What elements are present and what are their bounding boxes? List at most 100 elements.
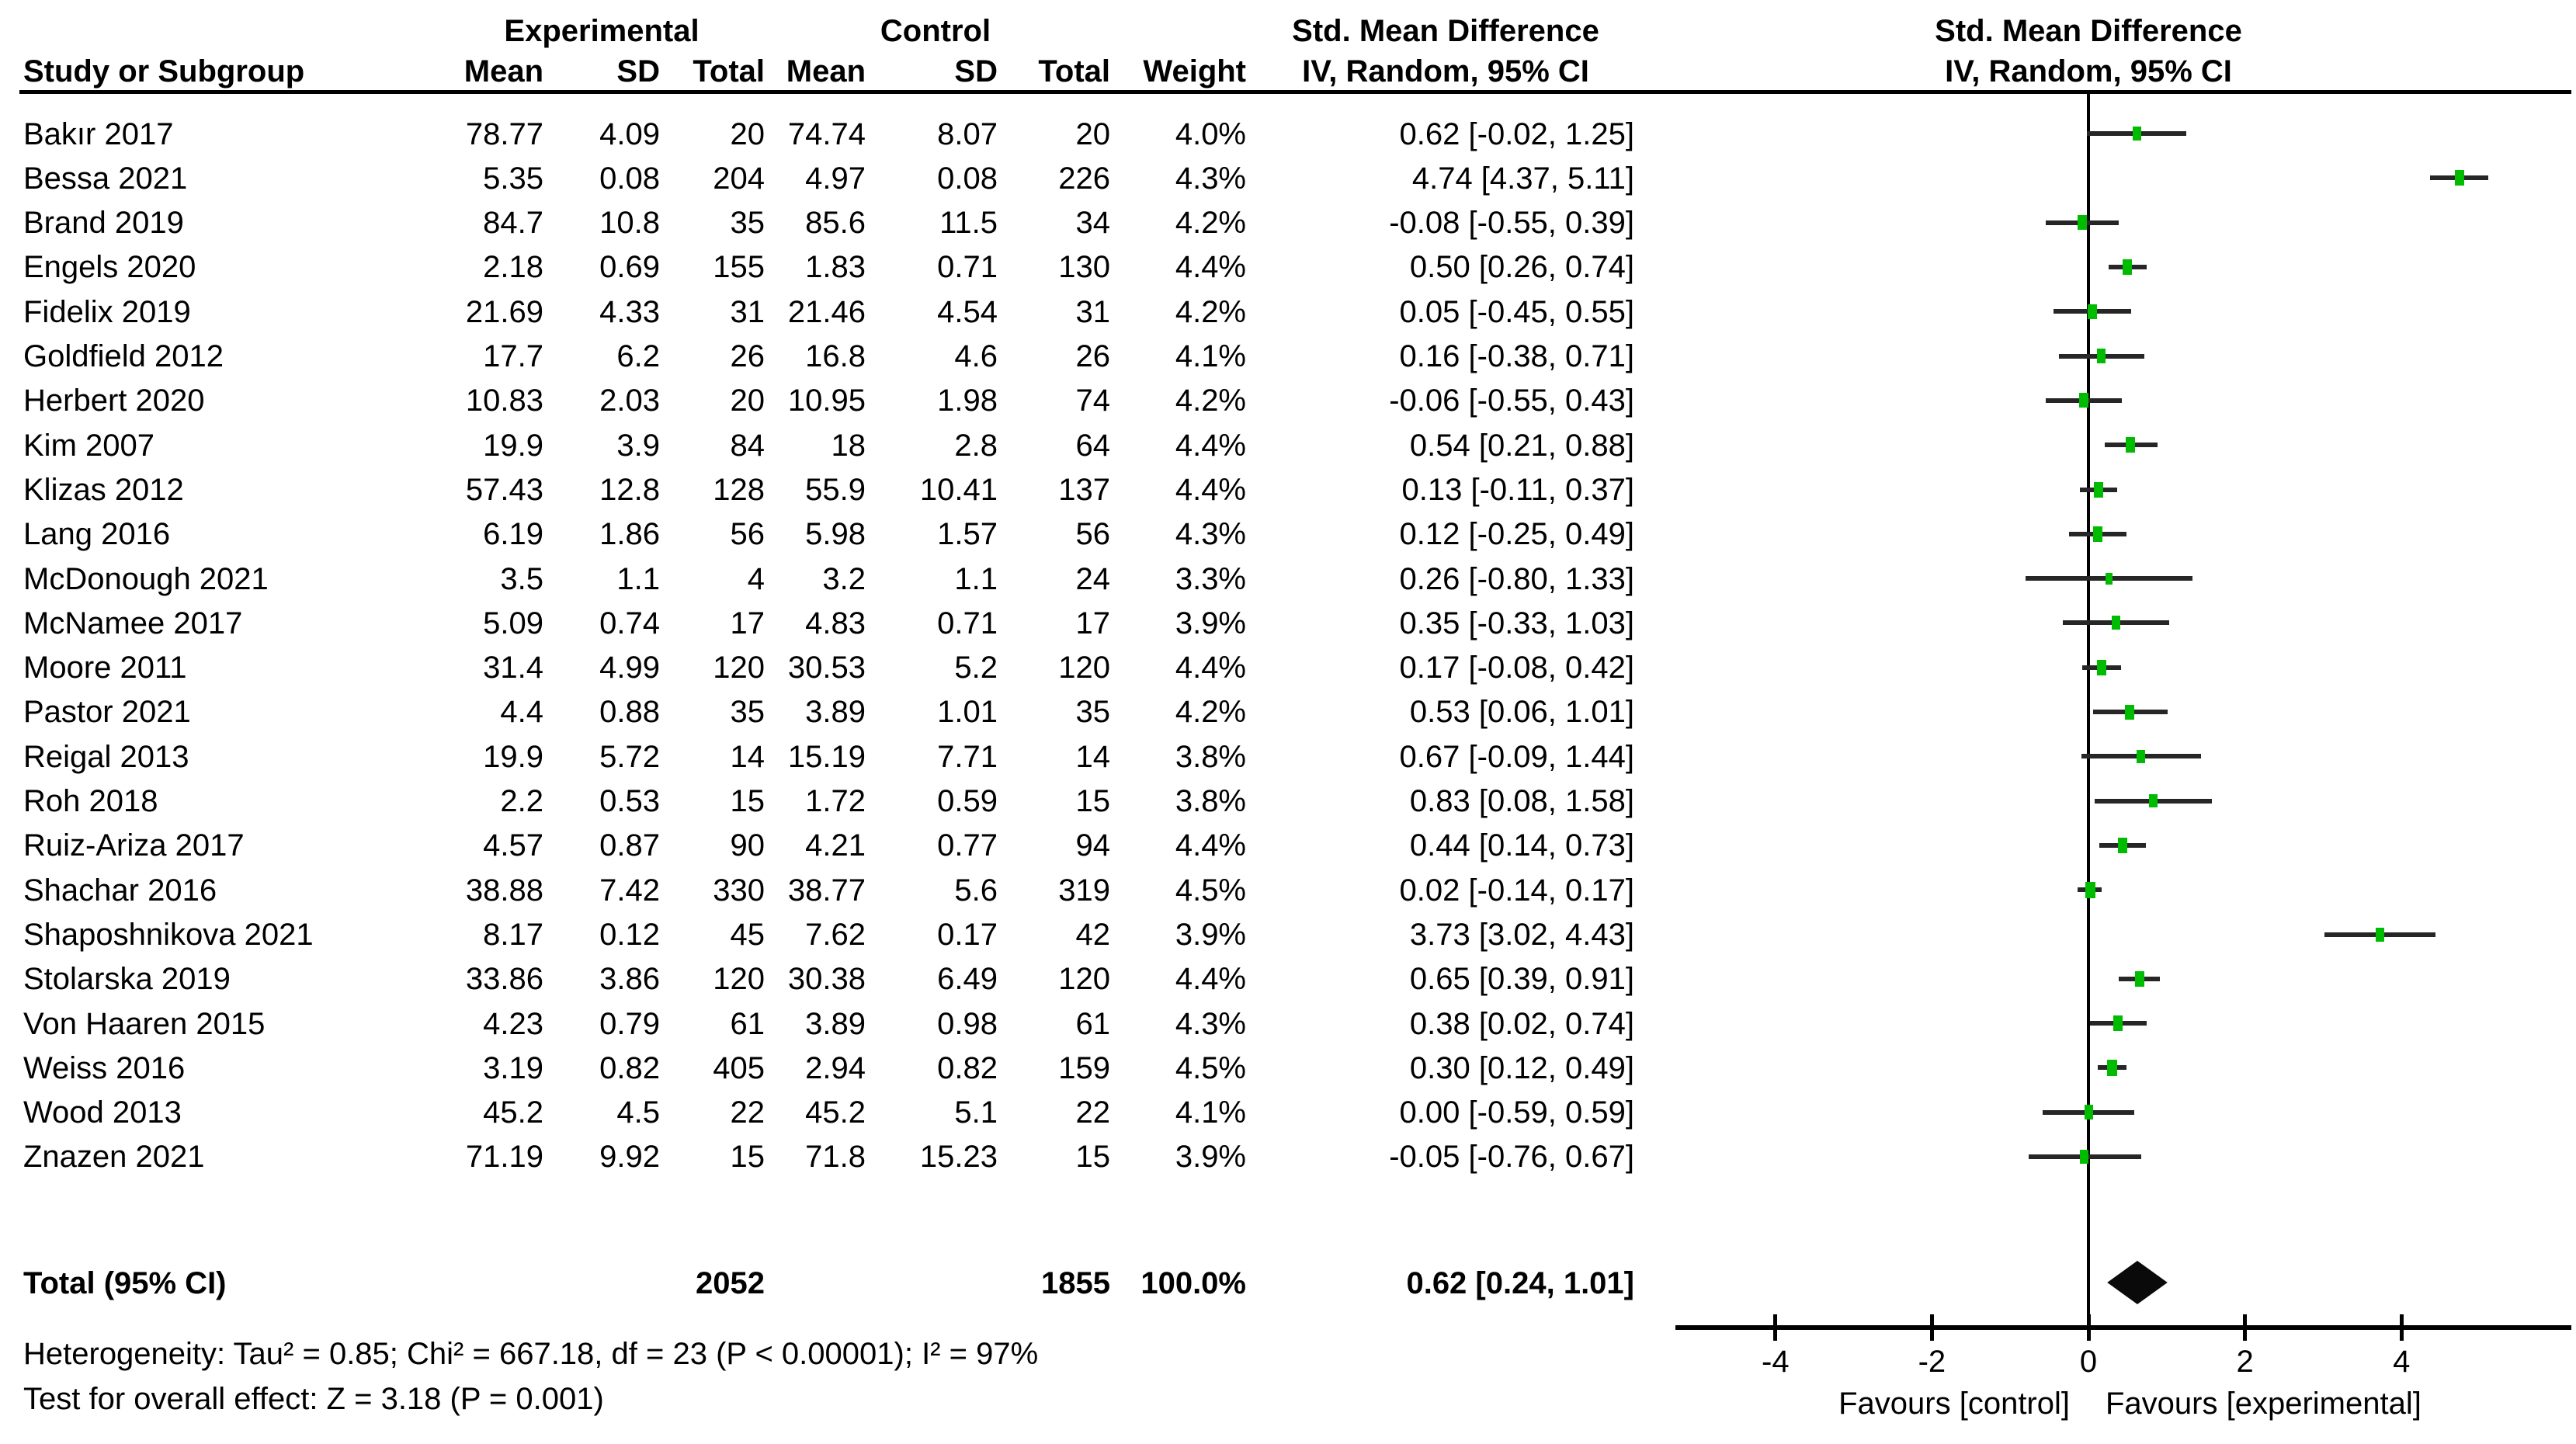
control-total: 34 <box>1075 206 1111 241</box>
experimental-sd: 0.87 <box>599 828 660 863</box>
weight-value: 3.8% <box>1175 739 1246 774</box>
weight-value: 3.9% <box>1175 1140 1246 1175</box>
experimental-total: 405 <box>713 1050 765 1085</box>
control-mean: 4.21 <box>805 828 866 863</box>
control-total: 15 <box>1075 784 1111 818</box>
control-total: 22 <box>1075 1095 1111 1130</box>
experimental-mean: 2.18 <box>483 250 543 285</box>
experimental-mean: 57.43 <box>465 472 543 507</box>
experimental-mean: 5.35 <box>483 161 543 196</box>
study-name: Lang 2016 <box>23 517 171 552</box>
experimental-mean: 2.2 <box>500 784 543 818</box>
experimental-total: 56 <box>730 517 766 552</box>
experimental-sd: 0.88 <box>599 695 660 730</box>
study-name: Brand 2019 <box>23 206 184 241</box>
control-sd: 0.82 <box>937 1050 998 1085</box>
effect-column-subtitle: IV, Random, 95% CI <box>1302 54 1589 89</box>
control-mean: 55.9 <box>805 472 866 507</box>
experimental-sd: 5.72 <box>599 739 660 774</box>
x-axis-tick-label: 2 <box>2236 1345 2254 1379</box>
experimental-total: 26 <box>730 339 766 373</box>
experimental-sd: 2.03 <box>599 384 660 418</box>
effect-point-marker <box>2080 1150 2089 1165</box>
weight-header: Weight <box>1143 54 1246 89</box>
effect-ci-text: 0.02 [-0.14, 0.17] <box>1399 873 1634 908</box>
effect-point-marker <box>2111 616 2120 630</box>
experimental-mean: 3.19 <box>483 1050 543 1085</box>
control-total: 56 <box>1075 517 1111 552</box>
control-sd: 1.57 <box>937 517 998 552</box>
study-name: Von Haaren 2015 <box>23 1006 266 1041</box>
weight-value: 4.1% <box>1175 1095 1246 1130</box>
weight-value: 3.3% <box>1175 561 1246 596</box>
experimental-mean: 71.19 <box>465 1140 543 1175</box>
experimental-mean: 84.7 <box>483 206 543 241</box>
weight-value: 4.2% <box>1175 384 1246 418</box>
effect-point-marker <box>2085 881 2095 898</box>
effect-ci-text: -0.08 [-0.55, 0.39] <box>1389 206 1634 241</box>
control-mean: 5.98 <box>805 517 866 552</box>
x-axis-tick <box>2243 1314 2248 1341</box>
effect-point-marker <box>2078 393 2088 408</box>
experimental-group-header: Experimental <box>504 14 700 48</box>
control-total: 35 <box>1075 695 1111 730</box>
experimental-total: 31 <box>730 294 766 329</box>
x-axis-tick-label: 0 <box>2079 1345 2098 1379</box>
effect-ci-text: 0.67 [-0.09, 1.44] <box>1399 739 1634 774</box>
control-total: 226 <box>1058 161 1110 196</box>
weight-value: 4.2% <box>1175 294 1246 329</box>
exp-sd-header: SD <box>616 54 660 89</box>
x-axis-tick-label: -2 <box>1918 1345 1946 1379</box>
control-sd: 10.41 <box>919 472 998 507</box>
control-mean: 4.97 <box>805 161 866 196</box>
control-mean: 2.94 <box>805 1050 866 1085</box>
weight-value: 4.4% <box>1175 472 1246 507</box>
experimental-total: 155 <box>713 250 765 285</box>
control-sd: 0.98 <box>937 1006 998 1041</box>
control-sd: 5.1 <box>954 1095 998 1130</box>
header-divider <box>19 90 2571 94</box>
effect-ci-text: 0.44 [0.14, 0.73] <box>1409 828 1634 863</box>
control-total: 137 <box>1058 472 1110 507</box>
weight-value: 4.3% <box>1175 161 1246 196</box>
control-sd: 0.08 <box>937 161 998 196</box>
experimental-sd: 4.99 <box>599 651 660 686</box>
effect-point-marker <box>2376 927 2385 942</box>
experimental-sd: 10.8 <box>599 206 660 241</box>
experimental-sd: 1.86 <box>599 517 660 552</box>
effect-ci-text: 0.16 [-0.38, 0.71] <box>1399 339 1634 373</box>
control-mean: 30.53 <box>787 651 866 686</box>
experimental-mean: 19.9 <box>483 428 543 463</box>
control-total: 319 <box>1058 873 1110 908</box>
study-name: Bessa 2021 <box>23 161 188 196</box>
experimental-mean: 4.23 <box>483 1006 543 1041</box>
experimental-total: 120 <box>713 962 765 997</box>
weight-value: 4.0% <box>1175 116 1246 151</box>
control-total: 64 <box>1075 428 1111 463</box>
weight-value: 4.4% <box>1175 250 1246 285</box>
weight-value: 4.5% <box>1175 873 1246 908</box>
study-name: Roh 2018 <box>23 784 158 818</box>
effect-point-marker <box>2149 794 2158 808</box>
effect-ci-text: 0.65 [0.39, 0.91] <box>1409 962 1634 997</box>
study-name: Goldfield 2012 <box>23 339 224 373</box>
effect-point-marker <box>2118 837 2128 853</box>
weight-value: 4.2% <box>1175 695 1246 730</box>
ctrl-sd-header: SD <box>954 54 998 89</box>
effect-point-marker <box>2134 970 2144 987</box>
control-total: 31 <box>1075 294 1111 329</box>
experimental-total: 204 <box>713 161 765 196</box>
control-sd: 7.71 <box>937 739 998 774</box>
experimental-sd: 4.5 <box>616 1095 660 1130</box>
control-sd: 0.59 <box>937 784 998 818</box>
total-ctrl-n: 1855 <box>1041 1266 1110 1300</box>
study-name: Weiss 2016 <box>23 1050 186 1085</box>
study-name: Fidelix 2019 <box>23 294 191 329</box>
control-mean: 38.77 <box>787 873 866 908</box>
effect-ci-text: 0.54 [0.21, 0.88] <box>1409 428 1634 463</box>
experimental-mean: 45.2 <box>483 1095 543 1130</box>
weight-value: 4.4% <box>1175 428 1246 463</box>
effect-ci-text: 0.38 [0.02, 0.74] <box>1409 1006 1634 1041</box>
experimental-total: 20 <box>730 116 766 151</box>
